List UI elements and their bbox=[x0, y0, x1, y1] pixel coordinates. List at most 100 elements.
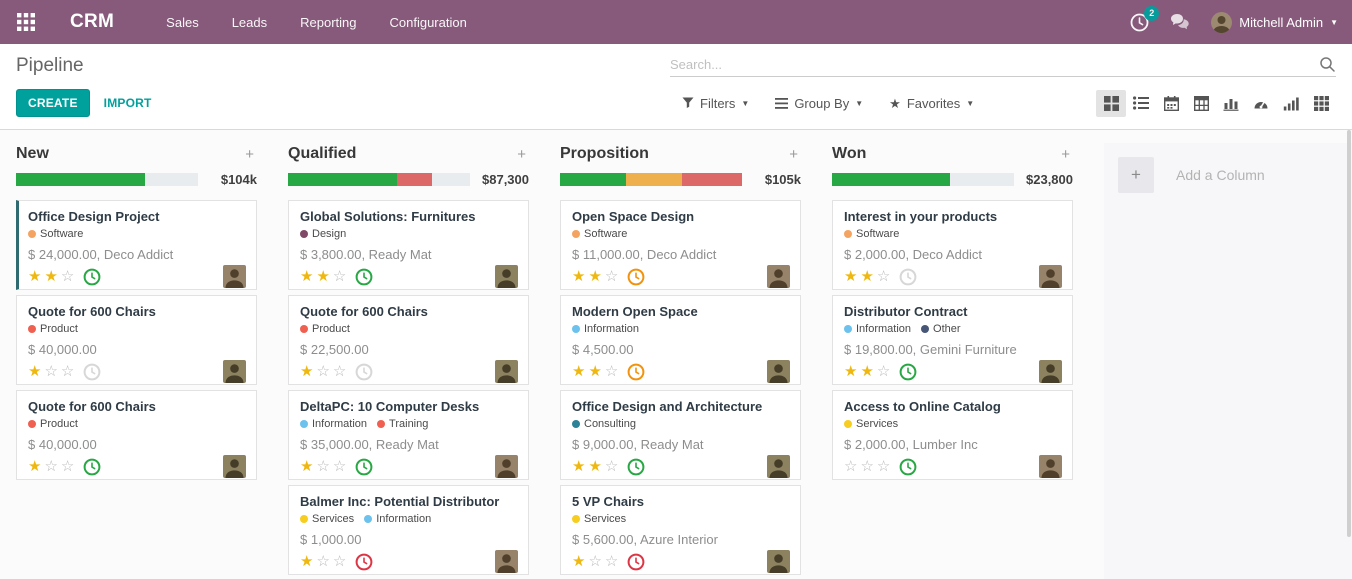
activity-clock-icon[interactable] bbox=[83, 458, 101, 476]
progress-segment-green[interactable] bbox=[16, 173, 146, 186]
progress-segment-red[interactable] bbox=[681, 173, 742, 186]
progress-segment-track[interactable] bbox=[431, 173, 470, 186]
apps-menu-icon[interactable] bbox=[16, 12, 36, 32]
progress-segment-track[interactable] bbox=[950, 173, 1014, 186]
priority-star-icon[interactable]: ☆ bbox=[332, 553, 347, 570]
priority-star-icon[interactable]: ★ bbox=[844, 363, 858, 380]
progress-segment-track[interactable] bbox=[145, 173, 198, 186]
calendar-view-icon[interactable] bbox=[1156, 90, 1186, 117]
kanban-card[interactable]: Open Space Design Software $ 11,000.00, De… bbox=[560, 200, 801, 290]
graph-view-icon[interactable] bbox=[1216, 90, 1246, 117]
add-column-label[interactable]: Add a Column bbox=[1176, 167, 1265, 183]
priority-star-icon[interactable]: ★ bbox=[300, 268, 314, 285]
progress-segment-green[interactable] bbox=[288, 173, 398, 186]
activity-clock-icon[interactable] bbox=[627, 458, 645, 476]
kanban-card[interactable]: Distributor Contract Information Other $ 19… bbox=[832, 295, 1073, 385]
priority-star-icon[interactable]: ★ bbox=[572, 268, 586, 285]
kanban-card[interactable]: Quote for 600 Chairs Product $ 22,500.00 ★ ☆… bbox=[288, 295, 529, 385]
kanban-card[interactable]: Office Design Project Software $ 24,000.00… bbox=[16, 200, 257, 290]
quick-create-icon[interactable]: + bbox=[1061, 145, 1070, 163]
kanban-card[interactable]: Global Solutions: Furnitures Design $ 3,80… bbox=[288, 200, 529, 290]
kanban-view-icon[interactable] bbox=[1096, 89, 1126, 117]
topbar-menu-configuration[interactable]: Configuration bbox=[389, 14, 467, 30]
progress-segment-green[interactable] bbox=[560, 173, 626, 186]
priority-star-icon[interactable]: ★ bbox=[572, 553, 586, 570]
priority-star-icon[interactable]: ☆ bbox=[844, 458, 858, 475]
activity-clock-icon[interactable] bbox=[355, 553, 373, 571]
priority-star-icon[interactable]: ★ bbox=[572, 363, 586, 380]
activity-clock-icon[interactable] bbox=[899, 458, 917, 476]
app-brand[interactable]: CRM bbox=[70, 11, 115, 32]
priority-star-icon[interactable]: ★ bbox=[572, 458, 586, 475]
activity-clock-icon[interactable] bbox=[899, 268, 917, 286]
messages-icon[interactable] bbox=[1170, 13, 1190, 31]
activity-view-icon[interactable] bbox=[1306, 90, 1336, 117]
priority-star-icon[interactable]: ☆ bbox=[316, 458, 330, 475]
column-progressbar[interactable] bbox=[16, 173, 198, 186]
progress-segment-amber[interactable] bbox=[625, 173, 682, 186]
priority-star-icon[interactable]: ★ bbox=[588, 458, 602, 475]
kanban-card[interactable]: Office Design and Architecture Consulting… bbox=[560, 390, 801, 480]
priority-star-icon[interactable]: ☆ bbox=[604, 363, 619, 380]
priority-star-icon[interactable]: ★ bbox=[28, 268, 42, 285]
kanban-card[interactable]: Modern Open Space Information $ 4,500.00 ★ ★… bbox=[560, 295, 801, 385]
search-icon[interactable] bbox=[1319, 56, 1336, 73]
add-column-button[interactable]: + bbox=[1118, 157, 1154, 193]
quick-create-icon[interactable]: + bbox=[517, 145, 526, 163]
dashboard-view-icon[interactable] bbox=[1246, 90, 1276, 117]
priority-star-icon[interactable]: ☆ bbox=[588, 553, 602, 570]
create-button[interactable]: CREATE bbox=[16, 89, 90, 117]
priority-star-icon[interactable]: ☆ bbox=[316, 553, 330, 570]
topbar-menu-leads[interactable]: Leads bbox=[231, 14, 268, 30]
priority-star-icon[interactable]: ★ bbox=[300, 458, 314, 475]
topbar-menu-reporting[interactable]: Reporting bbox=[300, 14, 357, 30]
activity-clock-icon[interactable] bbox=[83, 268, 101, 286]
activity-clock-icon[interactable] bbox=[627, 268, 645, 286]
list-view-icon[interactable] bbox=[1126, 90, 1156, 117]
priority-star-icon[interactable]: ☆ bbox=[604, 458, 619, 475]
filters-menu[interactable]: Filters ▼ bbox=[682, 96, 749, 111]
priority-star-icon[interactable]: ★ bbox=[44, 268, 58, 285]
activity-clock-icon[interactable]: 2 bbox=[1130, 5, 1160, 32]
group-by-menu[interactable]: Group By ▼ bbox=[775, 96, 863, 111]
vertical-scrollbar[interactable] bbox=[1347, 130, 1351, 537]
priority-star-icon[interactable]: ☆ bbox=[876, 268, 891, 285]
priority-star-icon[interactable]: ★ bbox=[300, 363, 314, 380]
kanban-card[interactable]: 5 VP Chairs Services $ 5,600.00, Azure Int… bbox=[560, 485, 801, 575]
kanban-card[interactable]: DeltaPC: 10 Computer Desks Information Tra… bbox=[288, 390, 529, 480]
priority-star-icon[interactable]: ☆ bbox=[332, 458, 347, 475]
priority-star-icon[interactable]: ☆ bbox=[604, 268, 619, 285]
priority-star-icon[interactable]: ★ bbox=[28, 458, 42, 475]
quick-create-icon[interactable]: + bbox=[245, 145, 254, 163]
topbar-menu-sales[interactable]: Sales bbox=[166, 14, 199, 30]
activity-clock-icon[interactable] bbox=[627, 553, 645, 571]
kanban-card[interactable]: Interest in your products Software $ 2,000… bbox=[832, 200, 1073, 290]
priority-star-icon[interactable]: ☆ bbox=[876, 363, 891, 380]
user-menu[interactable]: Mitchell Admin ▼ bbox=[1211, 11, 1338, 33]
quick-create-icon[interactable]: + bbox=[789, 145, 798, 163]
activity-clock-icon[interactable] bbox=[355, 363, 373, 381]
priority-star-icon[interactable]: ★ bbox=[300, 553, 314, 570]
activity-clock-icon[interactable] bbox=[83, 363, 101, 381]
import-button[interactable]: IMPORT bbox=[103, 96, 152, 110]
priority-star-icon[interactable]: ★ bbox=[844, 268, 858, 285]
activity-clock-icon[interactable] bbox=[355, 458, 373, 476]
search-input[interactable] bbox=[670, 57, 1319, 72]
priority-star-icon[interactable]: ★ bbox=[860, 268, 874, 285]
priority-star-icon[interactable]: ★ bbox=[588, 268, 602, 285]
pivot-view-icon[interactable] bbox=[1186, 90, 1216, 117]
priority-star-icon[interactable]: ☆ bbox=[332, 363, 347, 380]
priority-star-icon[interactable]: ★ bbox=[316, 268, 330, 285]
activity-clock-icon[interactable] bbox=[355, 268, 373, 286]
priority-star-icon[interactable]: ☆ bbox=[316, 363, 330, 380]
column-progressbar[interactable] bbox=[560, 173, 742, 186]
priority-star-icon[interactable]: ☆ bbox=[332, 268, 347, 285]
cohort-view-icon[interactable] bbox=[1276, 90, 1306, 117]
kanban-card[interactable]: Access to Online Catalog Services $ 2,000.… bbox=[832, 390, 1073, 480]
kanban-card[interactable]: Balmer Inc: Potential Distributor Service… bbox=[288, 485, 529, 575]
column-progressbar[interactable] bbox=[832, 173, 1014, 186]
priority-star-icon[interactable]: ★ bbox=[860, 363, 874, 380]
progress-segment-green[interactable] bbox=[832, 173, 951, 186]
kanban-card[interactable]: Quote for 600 Chairs Product $ 40,000.00 ★ ☆… bbox=[16, 390, 257, 480]
priority-star-icon[interactable]: ☆ bbox=[604, 553, 619, 570]
